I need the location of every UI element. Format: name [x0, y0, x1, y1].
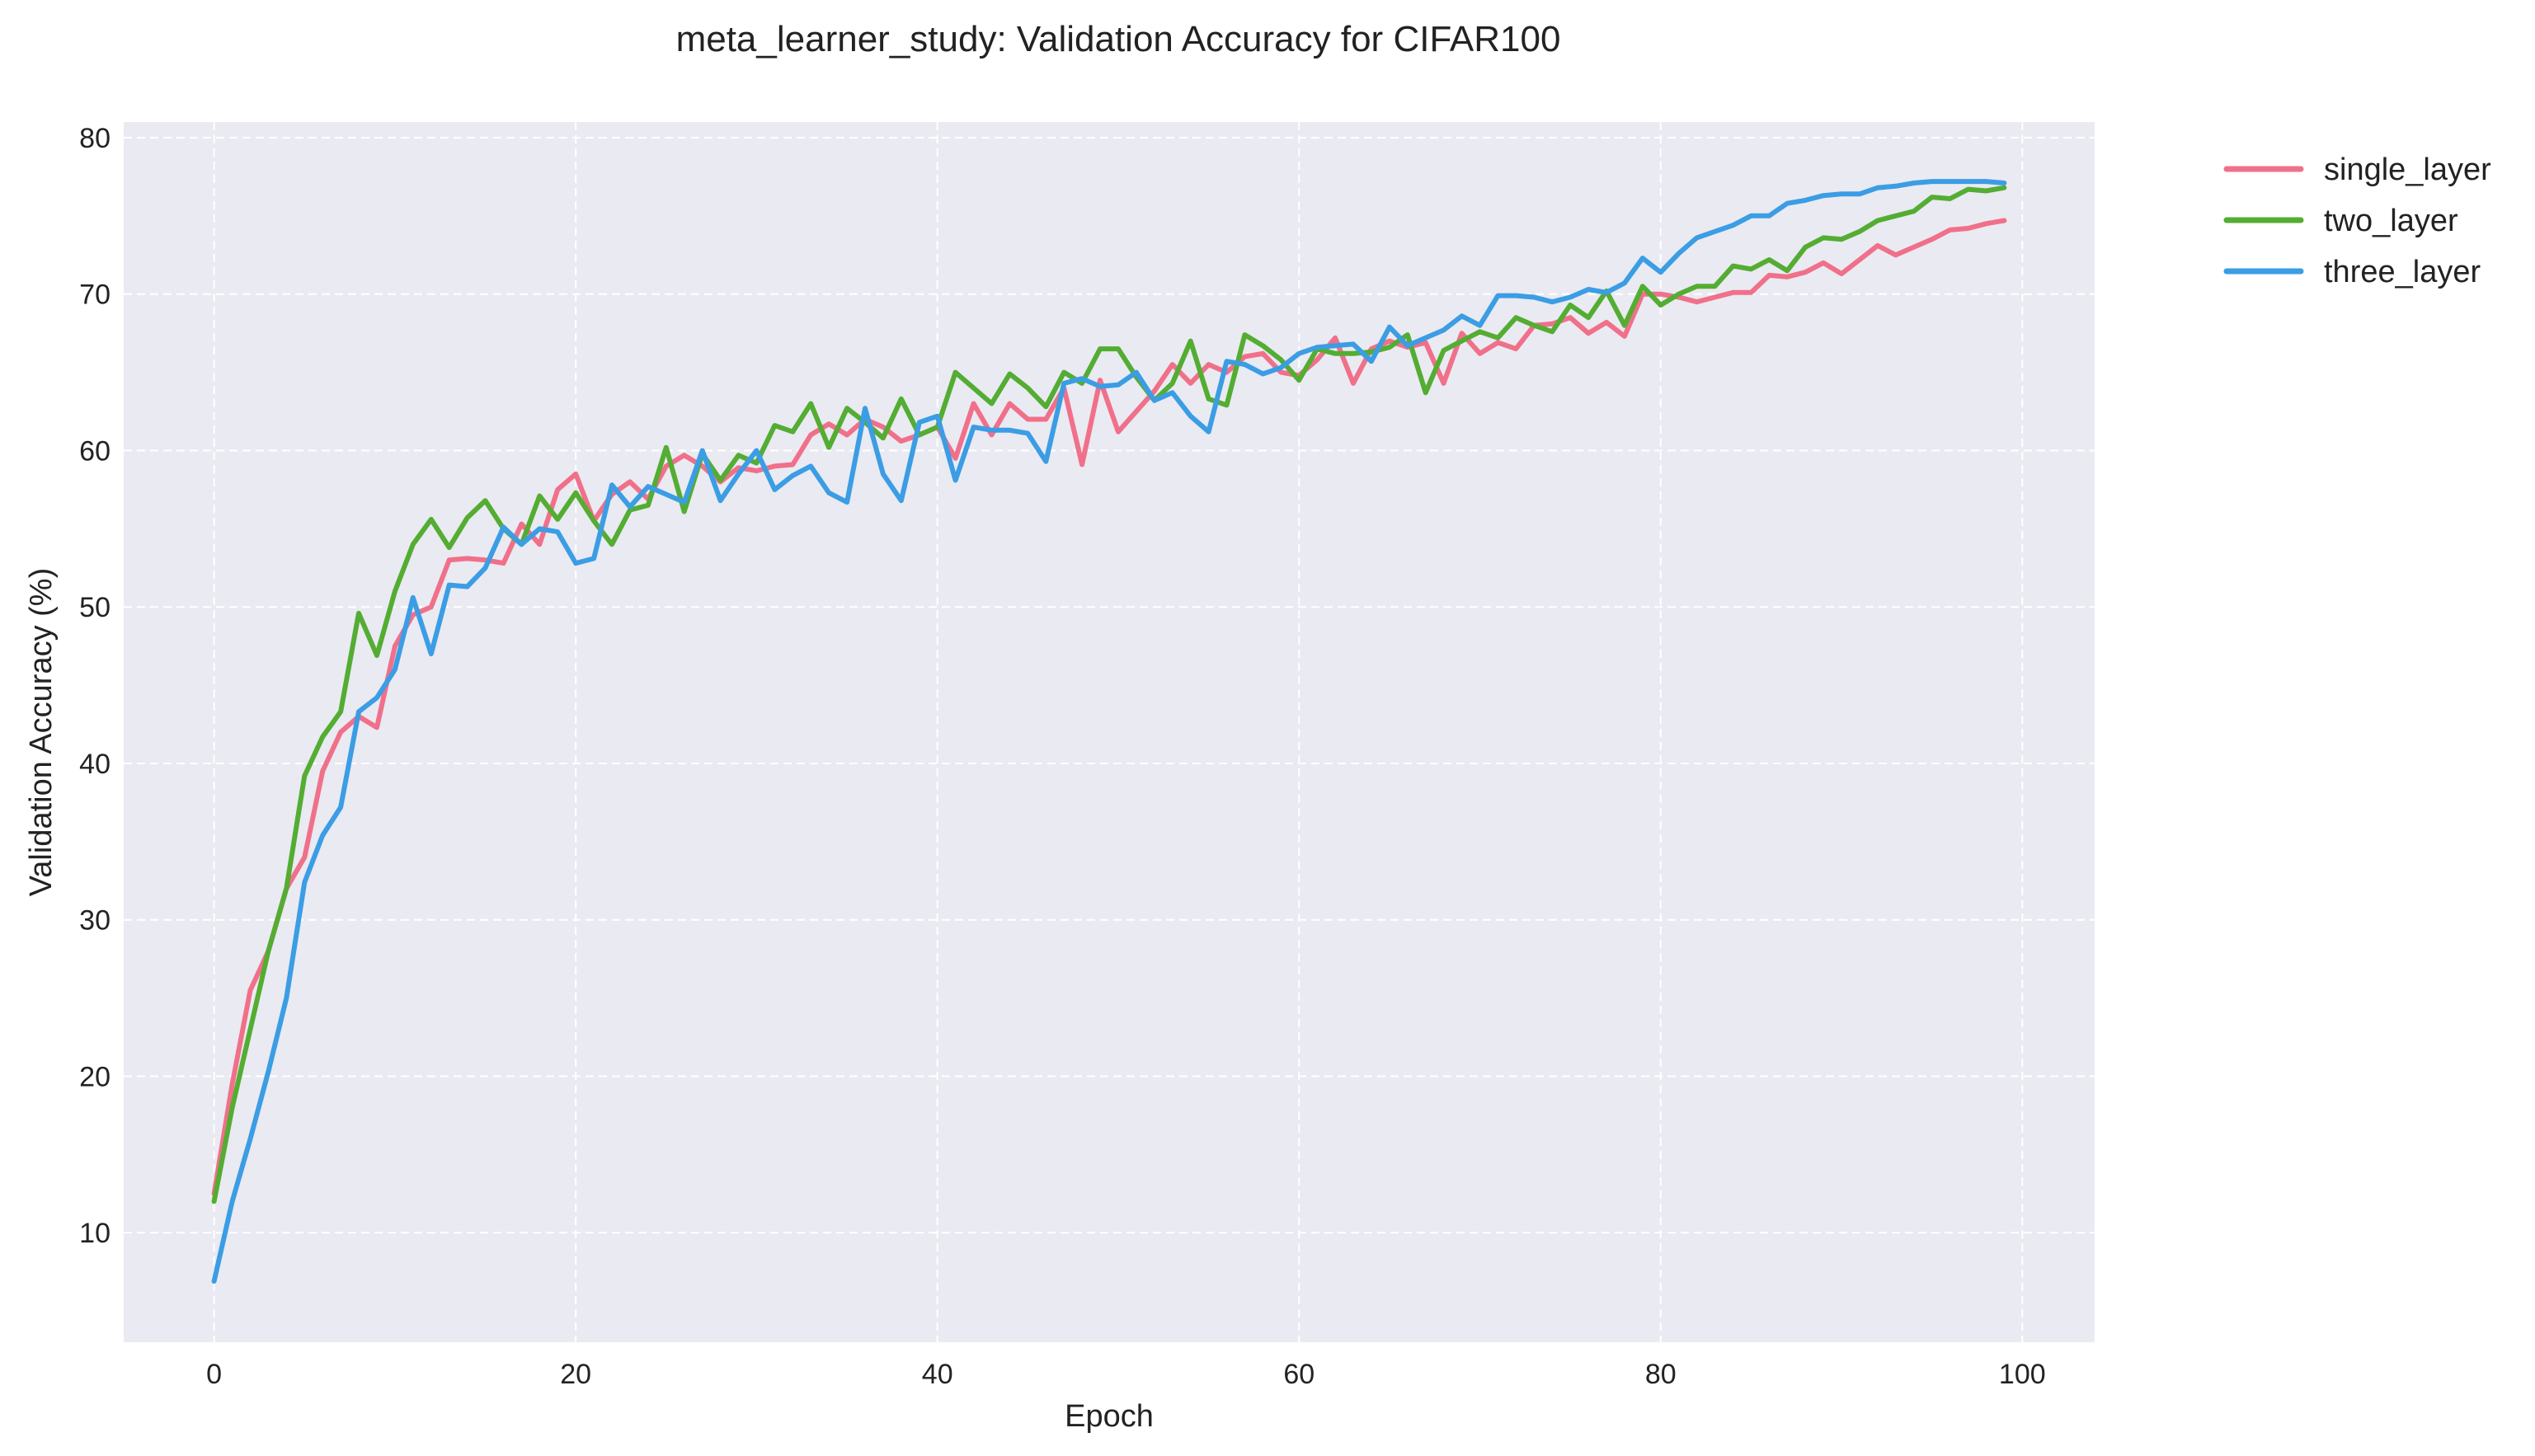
series-lines [211, 179, 2007, 1284]
y-tick-label: 30 [79, 905, 111, 937]
y-tick-label: 70 [79, 279, 111, 311]
y-tick-label: 60 [79, 435, 111, 467]
x-tick-label: 60 [1283, 1359, 1315, 1390]
y-tick-label: 20 [79, 1061, 111, 1092]
x-tick-label: 40 [922, 1359, 953, 1390]
legend-item-two-layer[interactable]: two_layer [2223, 204, 2458, 238]
x-tick-label: 0 [206, 1359, 222, 1390]
plot-area [124, 122, 2095, 1342]
y-axis-ticks: 10 20 30 40 50 60 70 80 [79, 123, 111, 1249]
legend-label: two_layer [2324, 204, 2458, 238]
y-tick-label: 40 [79, 749, 111, 780]
legend-item-single-layer[interactable]: single_layer [2223, 153, 2491, 187]
series-line-three-layer [211, 179, 2007, 1284]
legend-label: three_layer [2324, 255, 2481, 289]
legend-label: single_layer [2324, 153, 2491, 187]
grid-lines [124, 122, 2095, 1342]
x-tick-label: 20 [560, 1359, 591, 1390]
y-tick-label: 50 [79, 592, 111, 623]
chart-title: meta_learner_study: Validation Accuracy … [676, 19, 1561, 59]
y-axis-label: Validation Accuracy (%) [24, 568, 59, 896]
y-tick-label: 10 [79, 1218, 111, 1249]
y-tick-label: 80 [79, 123, 111, 154]
series-line-single-layer [211, 218, 2007, 1196]
x-axis-ticks: 0 20 40 60 80 100 [206, 1359, 2045, 1390]
legend[interactable]: single_layer two_layer three_layer [2223, 153, 2491, 289]
x-tick-label: 100 [1999, 1359, 2046, 1390]
x-tick-label: 80 [1645, 1359, 1677, 1390]
legend-item-three-layer[interactable]: three_layer [2223, 255, 2481, 289]
x-axis-label: Epoch [1065, 1399, 1154, 1434]
